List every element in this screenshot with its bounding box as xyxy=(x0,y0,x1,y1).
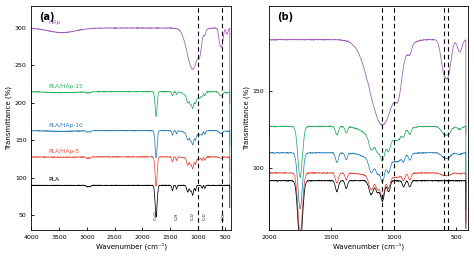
Y-axis label: Transmittance (%): Transmittance (%) xyxy=(6,86,12,150)
X-axis label: Wavenumber (cm⁻¹): Wavenumber (cm⁻¹) xyxy=(96,243,167,250)
Text: PLA/HAp-15: PLA/HAp-15 xyxy=(48,84,83,89)
X-axis label: Wavenumber (cm⁻¹): Wavenumber (cm⁻¹) xyxy=(333,243,404,250)
Text: C-O: C-O xyxy=(203,212,207,220)
Text: PLA/HAp-5: PLA/HAp-5 xyxy=(48,149,79,154)
Text: C=O: C=O xyxy=(154,210,158,220)
Text: HAp: HAp xyxy=(48,20,60,25)
Text: (b): (b) xyxy=(277,12,293,22)
Text: C-O: C-O xyxy=(191,212,195,220)
Text: (a): (a) xyxy=(39,12,55,22)
Text: PLA: PLA xyxy=(48,177,59,182)
Text: C-H: C-H xyxy=(174,212,179,220)
Y-axis label: Transmittance (%): Transmittance (%) xyxy=(243,86,250,150)
Text: P-O: P-O xyxy=(222,212,226,220)
Text: PLA/HAp-10: PLA/HAp-10 xyxy=(48,123,83,128)
